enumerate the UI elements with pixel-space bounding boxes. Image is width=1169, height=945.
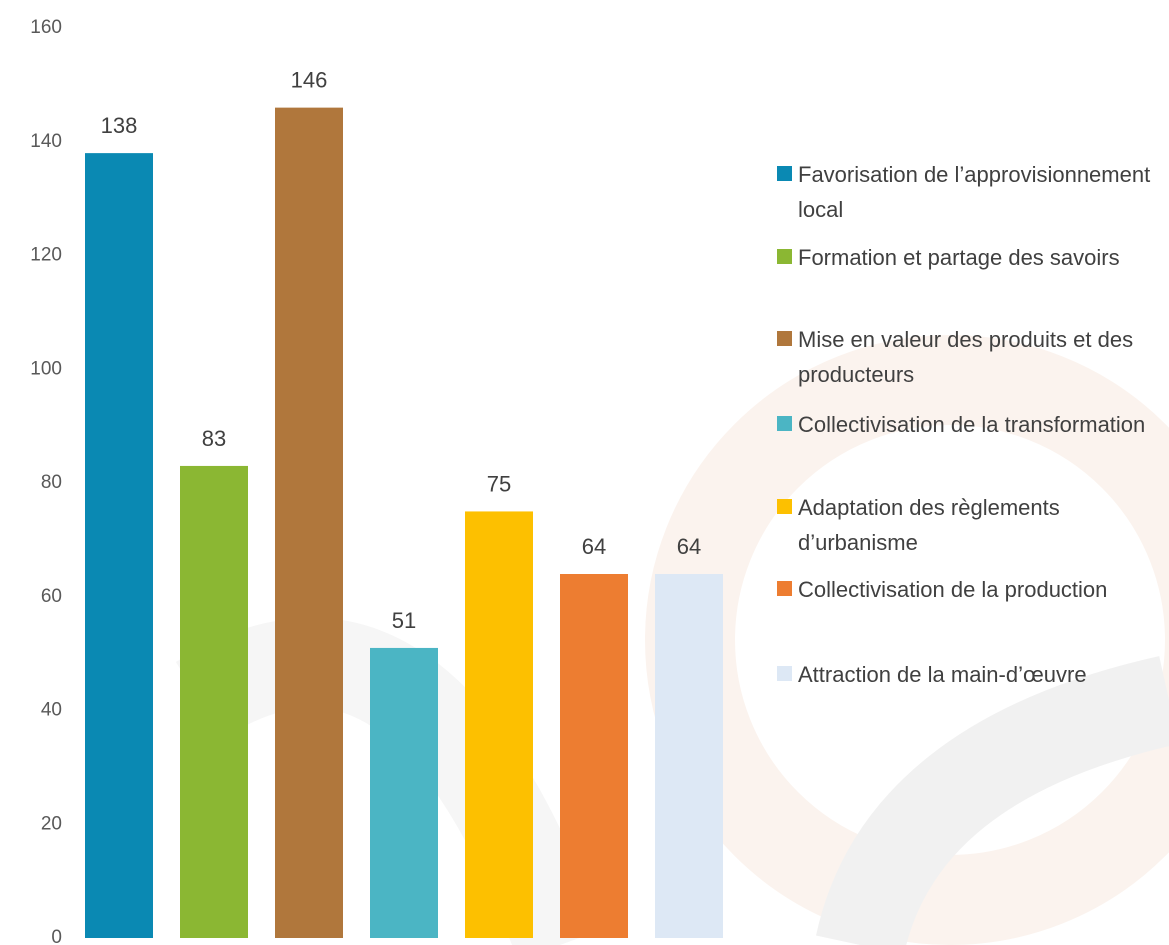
data-label: 75 bbox=[487, 471, 511, 496]
bar bbox=[275, 107, 343, 938]
legend-swatch bbox=[777, 581, 792, 596]
data-label: 51 bbox=[392, 608, 416, 633]
bar bbox=[180, 465, 248, 938]
legend-item: Mise en valeur des produits et des produ… bbox=[777, 322, 1167, 392]
y-tick-label: 160 bbox=[30, 17, 62, 38]
legend-label: Adaptation des règlements d’urbanisme bbox=[798, 495, 1060, 555]
legend-item: Collectivisation de la production bbox=[777, 572, 1167, 607]
legend-swatch bbox=[777, 331, 792, 346]
legend-swatch bbox=[777, 499, 792, 514]
data-label: 146 bbox=[291, 67, 328, 92]
legend-label: Collectivisation de la production bbox=[798, 577, 1108, 602]
y-tick-label: 80 bbox=[41, 472, 62, 493]
legend-swatch bbox=[777, 166, 792, 181]
bar bbox=[85, 153, 153, 938]
legend-swatch bbox=[777, 666, 792, 681]
legend-item: Collectivisation de la transformation bbox=[777, 407, 1167, 442]
legend-label: Formation et partage des savoirs bbox=[798, 245, 1120, 270]
legend-item: Favorisation de l’approvisionnement loca… bbox=[777, 157, 1167, 227]
data-label: 138 bbox=[101, 113, 138, 138]
legend-label: Favorisation de l’approvisionnement loca… bbox=[798, 162, 1151, 222]
legend-item: Attraction de la main-d’œuvre bbox=[777, 657, 1167, 692]
legend-item: Formation et partage des savoirs bbox=[777, 240, 1167, 275]
legend-label: Mise en valeur des produits et des produ… bbox=[798, 327, 1134, 387]
y-tick-label: 60 bbox=[41, 586, 62, 607]
data-label: 83 bbox=[202, 426, 226, 451]
y-tick-label: 120 bbox=[30, 245, 62, 266]
y-tick-label: 40 bbox=[41, 700, 62, 721]
data-label: 64 bbox=[677, 534, 701, 559]
y-tick-label: 140 bbox=[30, 131, 62, 152]
y-tick-label: 20 bbox=[41, 813, 62, 834]
bar bbox=[560, 574, 628, 938]
legend-label: Attraction de la main-d’œuvre bbox=[798, 662, 1087, 687]
bar bbox=[655, 574, 723, 938]
data-label: 64 bbox=[582, 534, 606, 559]
legend-item: Adaptation des règlements d’urbanisme bbox=[777, 490, 1167, 560]
legend-label: Collectivisation de la transformation bbox=[798, 412, 1146, 437]
y-tick-label: 100 bbox=[30, 358, 62, 379]
legend-swatch bbox=[777, 416, 792, 431]
y-tick-label: 0 bbox=[51, 927, 62, 945]
legend-swatch bbox=[777, 249, 792, 264]
bar bbox=[465, 511, 533, 938]
bar bbox=[370, 647, 438, 938]
